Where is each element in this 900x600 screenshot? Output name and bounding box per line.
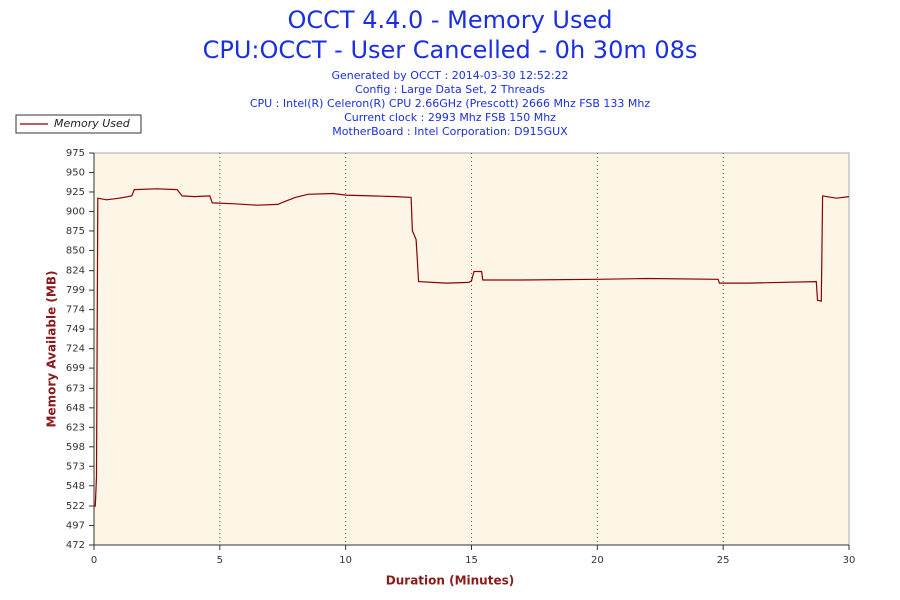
y-tick-label: 975 [66,148,85,159]
y-tick-label: 522 [66,501,85,512]
y-tick-label: 850 [66,245,85,256]
y-tick-label: 573 [66,461,85,472]
y-tick-label: 699 [66,363,85,374]
y-tick-label: 925 [66,187,85,198]
y-axis-label: Memory Available (MB) [45,271,59,428]
legend-box [15,114,142,134]
x-tick-label: 25 [717,555,730,566]
chart-subtitle: CPU:OCCT - User Cancelled - 0h 30m 08s [203,36,698,64]
y-tick-label: 724 [66,344,85,355]
legend-label: Memory Used [54,117,131,130]
y-tick-label: 774 [66,305,85,316]
y-tick-label: 548 [66,481,85,492]
chart-title: OCCT 4.4.0 - Memory Used [288,6,613,34]
info-line: MotherBoard : Intel Corporation: D915GUX [332,125,568,138]
x-tick-label: 15 [465,555,478,566]
y-tick-label: 875 [66,226,85,237]
info-line: Config : Large Data Set, 2 Threads [355,83,545,96]
y-tick-label: 824 [66,266,85,277]
y-tick-label: 749 [66,324,85,335]
y-tick-label: 648 [66,403,85,414]
y-tick-label: 950 [66,167,85,178]
y-tick-label: 472 [66,540,85,551]
y-tick-label: 673 [66,383,85,394]
y-tick-label: 497 [66,521,85,532]
info-line: Generated by OCCT : 2014-03-30 12:52:22 [331,69,568,82]
x-tick-label: 20 [591,555,604,566]
y-tick-label: 623 [66,422,85,433]
info-line: Current clock : 2993 Mhz FSB 150 Mhz [344,111,556,124]
data-line [94,188,850,507]
x-tick-label: 5 [217,555,223,566]
x-axis-label: Duration (Minutes) [386,574,514,588]
info-line: CPU : Intel(R) Celeron(R) CPU 2.66GHz (P… [250,97,651,110]
y-tick-label: 900 [66,206,85,217]
x-tick-label: 30 [843,555,856,566]
x-tick-label: 0 [91,555,97,566]
y-tick-label: 799 [66,285,85,296]
x-tick-label: 10 [339,555,352,566]
y-tick-label: 598 [66,442,85,453]
